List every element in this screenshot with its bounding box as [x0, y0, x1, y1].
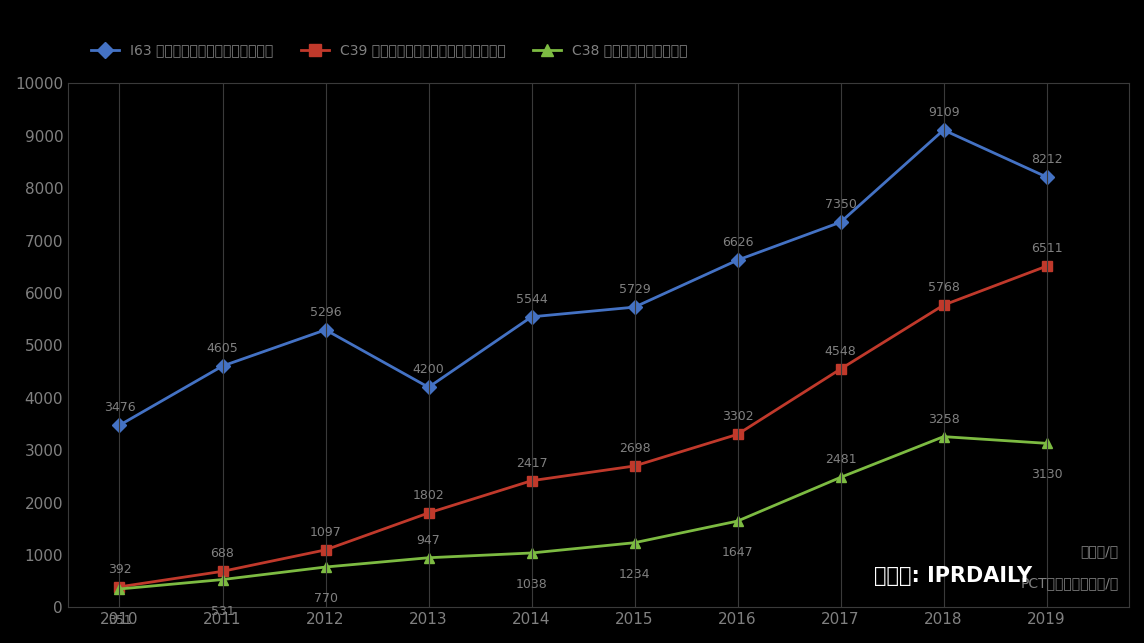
I63 电信、广播电视和卫星传输服务 [937, 126, 951, 134]
Text: 688: 688 [210, 547, 235, 560]
I63 电信、广播电视和卫星传输服务 [731, 257, 745, 264]
C39 计算机、通信和其他电子设备制造业 [834, 365, 848, 373]
C38 电气机械和器材制造业 [112, 585, 126, 593]
C38 电气机械和器材制造业 [422, 554, 436, 561]
Text: 351: 351 [108, 614, 132, 627]
I63 电信、广播电视和卫星传输服务 [319, 326, 333, 334]
Text: 4200: 4200 [413, 363, 444, 376]
Text: 5544: 5544 [516, 293, 548, 305]
C39 计算机、通信和其他电子设备制造业 [731, 430, 745, 438]
Legend: I63 电信、广播电视和卫星传输服务, C39 计算机、通信和其他电子设备制造业, C38 电气机械和器材制造业: I63 电信、广播电视和卫星传输服务, C39 计算机、通信和其他电子设备制造业… [86, 38, 693, 63]
C38 电气机械和器材制造业 [628, 539, 642, 547]
Text: 1647: 1647 [722, 546, 754, 559]
I63 电信、广播电视和卫星传输服务 [215, 362, 229, 370]
Text: 6511: 6511 [1031, 242, 1063, 255]
I63 电信、广播电视和卫星传输服务 [1040, 173, 1054, 181]
I63 电信、广播电视和卫星传输服务 [422, 383, 436, 391]
I63 电信、广播电视和卫星传输服务 [834, 219, 848, 226]
I63 电信、广播电视和卫星传输服务 [112, 421, 126, 429]
Text: 392: 392 [108, 563, 132, 575]
C39 计算机、通信和其他电子设备制造业 [525, 477, 539, 485]
I63 电信、广播电视和卫星传输服务 [628, 303, 642, 311]
Text: 3258: 3258 [928, 413, 960, 426]
Text: 1802: 1802 [413, 489, 444, 502]
Text: 5768: 5768 [928, 281, 960, 294]
Text: 2417: 2417 [516, 457, 547, 469]
C39 计算机、通信和其他电子设备制造业 [215, 568, 229, 575]
Text: 1097: 1097 [310, 526, 341, 539]
I63 电信、广播电视和卫星传输服务 [525, 313, 539, 321]
Text: 947: 947 [416, 534, 440, 547]
C39 计算机、通信和其他电子设备制造业 [628, 462, 642, 470]
Text: 5296: 5296 [310, 305, 341, 319]
Line: I63 电信、广播电视和卫星传输服务: I63 电信、广播电视和卫星传输服务 [114, 125, 1051, 430]
Text: 7350: 7350 [825, 198, 857, 211]
C38 电气机械和器材制造业 [525, 549, 539, 557]
Text: 3302: 3302 [722, 410, 754, 423]
Text: 1234: 1234 [619, 568, 650, 581]
Text: 531: 531 [210, 604, 235, 617]
Text: 9109: 9109 [928, 106, 960, 119]
C39 计算机、通信和其他电子设备制造业 [1040, 262, 1054, 270]
Text: 4605: 4605 [207, 342, 238, 355]
C38 电气机械和器材制造业 [215, 575, 229, 583]
Text: 1038: 1038 [516, 578, 548, 591]
C38 电气机械和器材制造业 [834, 473, 848, 481]
Text: 5729: 5729 [619, 283, 651, 296]
Text: 微信号: IPRDAILY: 微信号: IPRDAILY [874, 566, 1033, 586]
Line: C39 计算机、通信和其他电子设备制造业: C39 计算机、通信和其他电子设备制造业 [114, 261, 1051, 592]
Text: 770: 770 [313, 592, 337, 605]
Text: 3130: 3130 [1031, 468, 1063, 482]
C38 电气机械和器材制造业 [1040, 439, 1054, 447]
Text: 公开日/年: 公开日/年 [1080, 545, 1119, 559]
Text: 6626: 6626 [722, 236, 753, 249]
Text: PCT国际专利申请量/件: PCT国际专利申请量/件 [1020, 576, 1119, 590]
Text: 3476: 3476 [104, 401, 135, 414]
C38 电气机械和器材制造业 [731, 517, 745, 525]
C39 计算机、通信和其他电子设备制造业 [422, 509, 436, 517]
C39 计算机、通信和其他电子设备制造业 [319, 546, 333, 554]
Text: 2481: 2481 [825, 453, 857, 466]
C38 电气机械和器材制造业 [937, 433, 951, 440]
Text: 2698: 2698 [619, 442, 650, 455]
Text: 4548: 4548 [825, 345, 857, 358]
C39 计算机、通信和其他电子设备制造业 [937, 301, 951, 309]
Line: C38 电气机械和器材制造业: C38 电气机械和器材制造业 [114, 431, 1051, 594]
Text: 8212: 8212 [1031, 153, 1063, 166]
C38 电气机械和器材制造业 [319, 563, 333, 571]
C39 计算机、通信和其他电子设备制造业 [112, 583, 126, 591]
